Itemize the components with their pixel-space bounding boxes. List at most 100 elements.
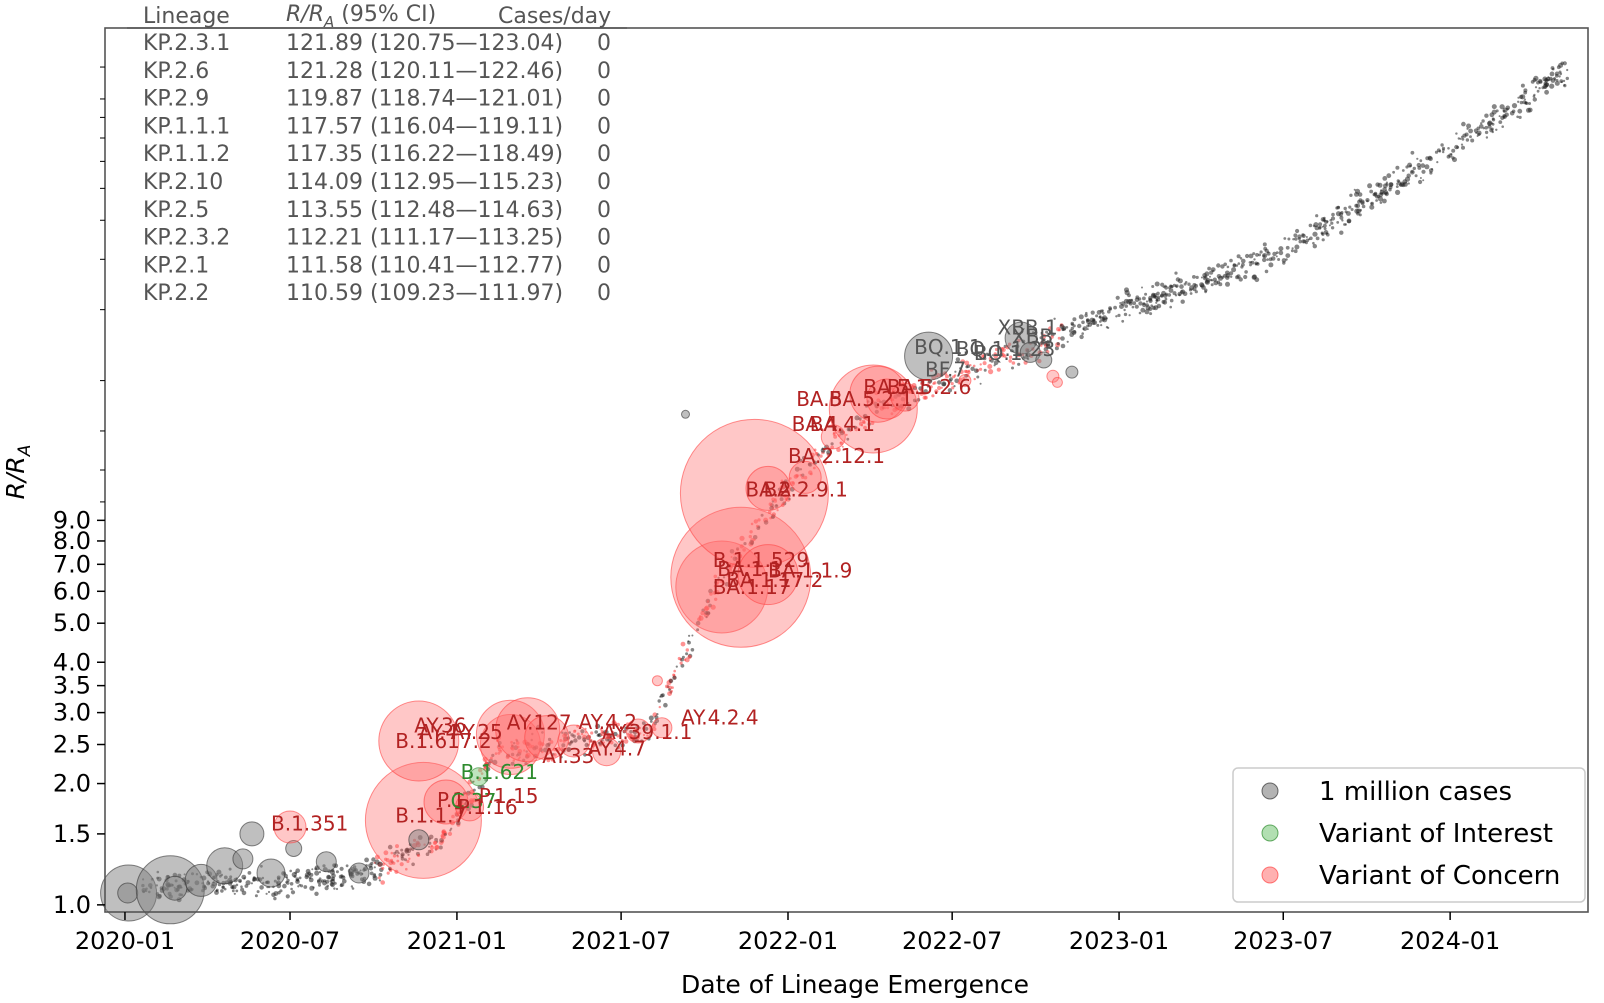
data-point — [1455, 132, 1458, 135]
data-point — [982, 354, 987, 359]
data-point — [1154, 281, 1160, 287]
data-point — [1192, 283, 1197, 287]
data-point — [779, 485, 785, 490]
data-point — [1410, 150, 1415, 155]
data-point — [1348, 205, 1352, 209]
data-point — [1484, 125, 1488, 130]
data-point — [644, 726, 649, 731]
data-point — [633, 731, 637, 735]
data-point — [1119, 302, 1122, 304]
data-point — [494, 752, 498, 755]
data-point — [832, 432, 836, 436]
data-point — [911, 383, 917, 388]
data-point — [778, 490, 784, 495]
data-point — [1308, 223, 1313, 228]
data-point — [396, 859, 400, 863]
data-point — [405, 867, 408, 871]
data-point — [859, 419, 862, 422]
data-point — [1461, 145, 1465, 150]
data-point — [648, 715, 654, 721]
lineage-bubble — [557, 724, 591, 758]
data-point — [679, 661, 683, 665]
data-point — [405, 847, 410, 852]
data-point — [1487, 124, 1492, 129]
data-point — [1464, 132, 1469, 137]
data-point — [972, 364, 976, 368]
legend-marker — [1261, 782, 1279, 800]
data-point — [1245, 253, 1250, 259]
data-point — [768, 502, 773, 507]
x-tick-label: 2021-07 — [571, 927, 671, 955]
x-tick-label: 2020-07 — [240, 927, 340, 955]
data-point — [250, 882, 253, 885]
data-point — [1336, 221, 1340, 224]
data-point — [395, 844, 399, 849]
data-point — [752, 535, 758, 540]
data-point — [1504, 112, 1509, 117]
data-point — [1058, 328, 1061, 332]
data-point — [1039, 341, 1044, 345]
data-point — [1148, 306, 1153, 312]
data-point — [982, 361, 987, 366]
data-point — [929, 385, 933, 389]
lineage-bubble — [364, 761, 482, 879]
data-point — [1144, 309, 1150, 315]
data-point — [950, 382, 954, 386]
data-point — [683, 658, 687, 662]
data-point — [888, 385, 894, 390]
data-point — [1294, 237, 1298, 241]
data-point — [241, 890, 247, 896]
data-point — [810, 452, 815, 458]
table-cell-cases: 0 — [597, 198, 611, 223]
table-cell-lineage: KP.2.3.1 — [143, 31, 230, 56]
data-point — [1314, 225, 1320, 231]
lineage-bubble — [256, 858, 286, 888]
data-point — [566, 747, 572, 752]
data-point — [341, 875, 346, 880]
data-point — [1556, 65, 1561, 70]
data-point — [708, 588, 713, 594]
data-point — [1312, 231, 1318, 237]
table-cell-cases: 0 — [597, 87, 611, 112]
data-point — [231, 884, 237, 890]
data-point — [1085, 311, 1088, 315]
data-point — [999, 352, 1005, 358]
data-point — [1008, 359, 1012, 363]
data-point — [1417, 166, 1422, 170]
data-point — [1258, 253, 1261, 257]
data-point — [1123, 312, 1128, 317]
data-point — [769, 505, 774, 511]
data-point — [1481, 119, 1485, 123]
data-point — [299, 884, 304, 888]
data-point — [1457, 137, 1461, 140]
data-point — [1175, 284, 1179, 288]
y-tick-label: 7.0 — [53, 550, 91, 578]
data-point — [1290, 249, 1294, 253]
data-point — [663, 702, 668, 708]
data-point — [923, 389, 928, 394]
small-points-layer — [141, 61, 1570, 903]
lineage-bubble — [651, 717, 673, 739]
data-point — [734, 556, 738, 560]
data-point — [922, 395, 927, 400]
data-point — [959, 367, 961, 370]
data-point — [1162, 300, 1168, 305]
data-point — [1060, 336, 1065, 341]
data-point — [1210, 267, 1216, 272]
data-point — [1045, 330, 1049, 334]
data-point — [523, 749, 526, 752]
data-point — [372, 875, 378, 881]
data-point — [1517, 96, 1520, 99]
data-point — [713, 574, 718, 579]
lineage-label: AY.36 — [414, 713, 466, 737]
data-point — [339, 866, 344, 871]
data-point — [342, 879, 347, 884]
data-point — [1069, 329, 1073, 333]
data-point — [1187, 282, 1191, 286]
data-point — [642, 727, 646, 730]
data-point — [860, 424, 864, 427]
lineage-label: P.1.16 — [458, 795, 518, 819]
data-point — [235, 883, 239, 887]
data-point — [919, 388, 922, 391]
data-point — [1534, 86, 1538, 89]
